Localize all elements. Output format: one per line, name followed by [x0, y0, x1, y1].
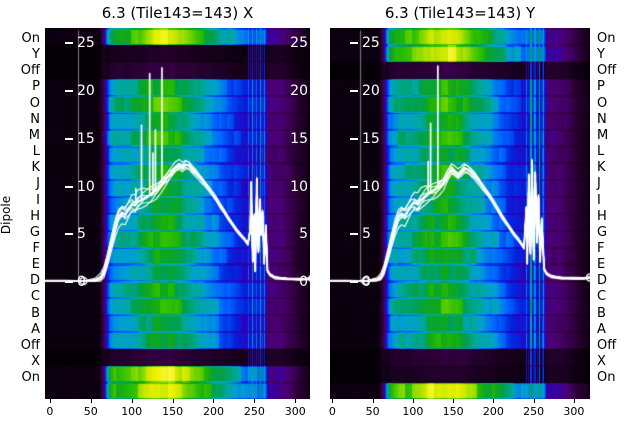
dipole-label-left: D: [29, 273, 40, 289]
dipole-label-left: H: [30, 208, 40, 224]
x-tick-label: 200: [482, 405, 504, 418]
dipole-label-left: F: [32, 240, 40, 256]
dipole-label-right: H: [597, 208, 607, 224]
dipole-label-left: L: [32, 144, 40, 160]
x-tick-mark: [213, 399, 215, 403]
dipole-label-right: G: [597, 224, 608, 240]
x-tick-label: 150: [442, 405, 464, 418]
dipole-label-left: A: [31, 321, 40, 337]
dipole-label-left: N: [30, 111, 40, 127]
x-tick-mark: [254, 399, 256, 403]
dipole-label-right: E: [597, 257, 606, 273]
dipole-label-left: On: [21, 31, 40, 46]
x-tick-mark: [131, 399, 133, 403]
dipole-label-right: P: [597, 79, 605, 95]
x-tick-mark: [493, 399, 495, 403]
dipole-label-left: E: [31, 257, 40, 273]
dipole-label-left: X: [31, 354, 40, 369]
dipole-label-right: L: [597, 144, 605, 160]
dipole-label-right: B: [597, 305, 606, 321]
dipole-label-right: I: [597, 192, 601, 208]
dipole-label-left: Off: [20, 63, 40, 79]
dipole-label-right: J: [597, 176, 601, 192]
panel-x-title: 6.3 (Tile143=143) X: [101, 4, 254, 22]
x-tick-mark: [90, 399, 92, 403]
dipole-label-right: D: [597, 273, 608, 289]
x-tick-label: 200: [202, 405, 224, 418]
x-tick-label: 50: [83, 405, 98, 418]
dipole-label-left: On: [21, 370, 40, 386]
x-tick-label: 150: [162, 405, 184, 418]
x-tick-mark: [573, 399, 575, 403]
dipole-label-left: K: [31, 160, 40, 176]
dipole-label-left: M: [28, 127, 40, 143]
heatmap-canvas-x: [45, 28, 310, 399]
dipole-label-left: Y: [32, 47, 40, 63]
dipole-label-left: P: [32, 79, 40, 95]
dipole-label-right: K: [597, 160, 606, 176]
x-tick-label: 0: [328, 405, 336, 418]
x-tick-mark: [332, 399, 334, 403]
dipole-label-right: On: [597, 31, 616, 46]
x-tick-label: 50: [365, 405, 380, 418]
x-tick-label: 250: [243, 405, 265, 418]
x-tick-mark: [49, 399, 51, 403]
x-tick-mark: [412, 399, 414, 403]
heatmap-panel-y: 25 20 15 10 5 0: [330, 28, 590, 399]
x-tick-mark: [295, 399, 297, 403]
x-tick-label: 300: [284, 405, 306, 418]
panel-y-title: 6.3 (Tile143=143) Y: [384, 4, 536, 22]
x-tick-mark: [372, 399, 374, 403]
heatmap-panel-x: 25 25 20 20 15 15 10 10 5 5 0 0: [45, 28, 310, 399]
dipole-label-right: Off: [597, 63, 617, 79]
dipole-label-right: N: [597, 111, 607, 127]
x-tick-label: 100: [402, 405, 424, 418]
x-tick-mark: [453, 399, 455, 403]
dipole-label-right: A: [597, 321, 606, 337]
x-tick-mark: [172, 399, 174, 403]
dipole-label-right: O: [597, 95, 608, 111]
dipole-label-right: M: [597, 127, 609, 143]
heatmap-canvas-y: [330, 28, 590, 399]
x-tick-label: 0: [46, 405, 54, 418]
x-tick-label: 250: [523, 405, 545, 418]
dipole-label-right: Y: [597, 47, 605, 63]
x-tick-mark: [533, 399, 535, 403]
dipole-label-right: X: [597, 354, 606, 369]
x-tick-label: 100: [121, 405, 143, 418]
dipole-label-left: O: [29, 95, 40, 111]
dipole-label-left: I: [36, 192, 40, 208]
dipole-label-left: Off: [20, 337, 40, 353]
dipole-label-right: F: [597, 240, 605, 256]
dipole-label-left: C: [30, 289, 40, 305]
dipole-label-right: C: [597, 289, 607, 305]
dipole-label-left: B: [31, 305, 40, 321]
dipole-label-left: G: [29, 224, 40, 240]
dipole-label-right: On: [597, 370, 616, 386]
dipole-label-right: Off: [597, 337, 617, 353]
x-tick-label: 300: [563, 405, 585, 418]
dipole-label-left: J: [36, 176, 40, 192]
